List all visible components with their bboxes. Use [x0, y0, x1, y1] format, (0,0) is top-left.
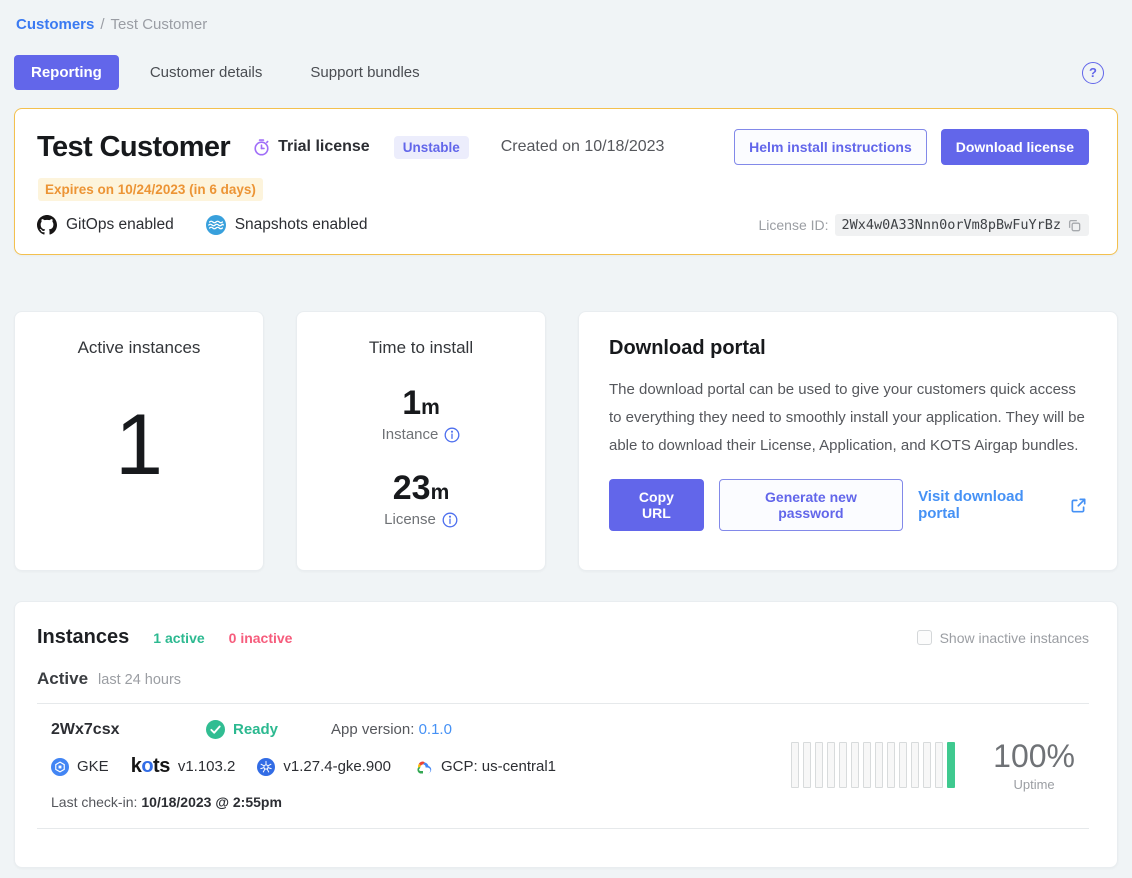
- uptime-bar: [863, 742, 872, 788]
- time-to-install-card: Time to install 1m Instance 23m Licen: [296, 311, 546, 571]
- k8s-segment: v1.27.4-gke.900: [257, 757, 391, 776]
- license-id-value: 2Wx4w0A33Nnn0orVm8pBwFuYrBz: [841, 217, 1061, 233]
- active-count: 1 active: [153, 629, 205, 646]
- active-instances-title: Active instances: [77, 338, 201, 357]
- active-instances-value: 1: [115, 396, 163, 493]
- breadcrumb-customers-link[interactable]: Customers: [16, 16, 95, 33]
- helm-install-instructions-button[interactable]: Helm install instructions: [734, 129, 927, 165]
- channel-badge: Unstable: [393, 135, 469, 159]
- uptime-bar: [935, 742, 944, 788]
- show-inactive-label: Show inactive instances: [939, 629, 1089, 646]
- gcp-icon: [413, 759, 433, 775]
- breadcrumb-separator: /: [100, 16, 105, 33]
- distribution-segment: GKE: [51, 757, 109, 776]
- tab-bar: Reporting Customer details Support bundl…: [14, 55, 1118, 90]
- expires-pill: Expires on 10/24/2023 (in 6 days): [38, 178, 263, 201]
- customer-summary-card: Test Customer Trial license Unstable Cre…: [14, 108, 1118, 255]
- show-inactive-checkbox[interactable]: [916, 630, 932, 645]
- license-type: Trial license: [252, 138, 370, 157]
- instance-row: 2Wx7csx Ready App version: 0.1.0: [37, 704, 1089, 829]
- breadcrumb-current: Test Customer: [110, 16, 208, 33]
- uptime-bar: [923, 742, 932, 788]
- kots-segment: kots v1.103.2: [131, 755, 236, 778]
- uptime-bar: [791, 742, 800, 788]
- visit-download-portal-link[interactable]: Visit download portal: [918, 488, 1087, 522]
- customer-title: Test Customer: [37, 130, 231, 163]
- time-to-install-title: Time to install: [368, 338, 474, 357]
- app-version-label: App version:: [331, 721, 415, 738]
- uptime-bar: [851, 742, 860, 788]
- instance-install-label: Instance: [381, 426, 439, 443]
- download-license-button[interactable]: Download license: [940, 129, 1089, 165]
- uptime-bar: [827, 742, 836, 788]
- tab-customer-details[interactable]: Customer details: [149, 64, 263, 81]
- active-section-range: last 24 hours: [98, 672, 182, 688]
- instances-title: Instances: [37, 626, 130, 648]
- uptime-bars: [791, 742, 956, 788]
- visit-link-label: Visit download portal: [918, 488, 1024, 523]
- external-link-icon: [1070, 497, 1087, 514]
- instance-status: Ready: [206, 720, 331, 739]
- tab-reporting[interactable]: Reporting: [14, 55, 119, 90]
- instance-install-time: 1: [402, 384, 422, 422]
- uptime-bar: [911, 742, 920, 788]
- active-instances-card: Active instances 1: [14, 311, 264, 571]
- cloud-segment: GCP: us-central1: [413, 758, 556, 775]
- uptime-bar: [815, 742, 824, 788]
- license-install-time: 23: [392, 469, 431, 507]
- download-portal-title: Download portal: [609, 337, 766, 359]
- copy-icon[interactable]: [1067, 218, 1082, 233]
- feature-gitops: GitOps enabled: [37, 215, 174, 235]
- instance-install-unit: m: [421, 396, 440, 419]
- ready-check-icon: [206, 720, 225, 739]
- github-icon: [37, 215, 57, 235]
- uptime-bar: [803, 742, 812, 788]
- active-section-title: Active: [37, 669, 89, 688]
- inactive-count: 0 inactive: [228, 629, 293, 646]
- uptime-bar: [899, 742, 908, 788]
- license-type-label: Trial license: [278, 138, 370, 155]
- uptime-label: Uptime: [1013, 777, 1055, 792]
- info-icon[interactable]: [442, 512, 458, 528]
- uptime-bar: [839, 742, 848, 788]
- instance-id: 2Wx7csx: [51, 720, 120, 738]
- created-date: Created on 10/18/2023: [500, 138, 665, 155]
- gke-icon: [51, 757, 69, 776]
- license-install-unit: m: [430, 481, 450, 504]
- app-version-link[interactable]: 0.1.0: [418, 721, 452, 738]
- info-icon[interactable]: [444, 427, 460, 443]
- tab-support-bundles[interactable]: Support bundles: [310, 64, 420, 81]
- breadcrumb: Customers / Test Customer: [14, 14, 1118, 33]
- kots-version: v1.103.2: [177, 758, 236, 775]
- feature-label: Snapshots enabled: [234, 216, 368, 233]
- download-portal-description: The download portal can be used to give …: [609, 381, 1085, 454]
- download-portal-card: Download portal The download portal can …: [578, 311, 1118, 571]
- trial-clock-icon: [252, 138, 271, 157]
- uptime-bar: [887, 742, 896, 788]
- snapshots-icon: [205, 215, 226, 235]
- instance-status-label: Ready: [233, 721, 279, 738]
- license-install-label: License: [384, 511, 436, 528]
- instances-card: Instances 1 active 0 inactive Show inact…: [14, 601, 1118, 868]
- feature-snapshots: Snapshots enabled: [205, 215, 368, 235]
- kubernetes-icon: [257, 757, 276, 776]
- generate-password-button[interactable]: Generate new password: [718, 479, 904, 532]
- feature-label: GitOps enabled: [66, 216, 174, 233]
- help-icon[interactable]: ?: [1082, 61, 1104, 84]
- kots-logo: kots: [130, 755, 171, 777]
- copy-url-button[interactable]: Copy URL: [609, 479, 704, 532]
- license-id-label: License ID:: [758, 217, 829, 233]
- last-checkin-value: 10/18/2023 @ 2:55pm: [141, 794, 282, 810]
- k8s-version: v1.27.4-gke.900: [283, 758, 391, 775]
- license-id-box: 2Wx4w0A33Nnn0orVm8pBwFuYrBz: [834, 214, 1089, 236]
- uptime-bar: [875, 742, 884, 788]
- last-checkin-label: Last check-in:: [51, 794, 138, 810]
- uptime-bar: [947, 742, 956, 788]
- divider: [37, 703, 1089, 704]
- distribution-label: GKE: [77, 758, 109, 775]
- uptime-percent: 100%: [993, 738, 1075, 774]
- cloud-region-label: GCP: us-central1: [440, 758, 556, 775]
